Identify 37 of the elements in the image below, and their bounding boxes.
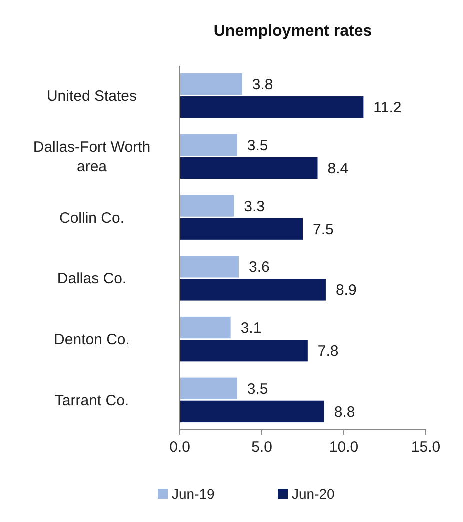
y-tick-label: Dallas-Fort Worth area [33, 138, 151, 176]
data-label: 3.1 [240, 320, 262, 338]
legend-label: Jun-19 [172, 486, 216, 502]
y-tick-label: Dallas Co. [57, 270, 127, 288]
data-label: 7.5 [313, 221, 334, 238]
x-tick-label: 5.0 [252, 439, 272, 456]
bar [180, 400, 324, 423]
bar [180, 96, 364, 118]
bar [180, 279, 326, 301]
y-tick-label: Tarrant Co. [54, 392, 130, 410]
data-label: 8.4 [328, 160, 349, 178]
bar [180, 378, 238, 400]
legend-label: Jun-20 [292, 486, 336, 502]
chart-title: Unemployment rates [214, 23, 372, 40]
data-label: 8.8 [334, 404, 356, 421]
x-tick-label: 0.0 [170, 439, 190, 456]
bar [180, 157, 318, 180]
data-label: 3.6 [249, 259, 270, 276]
bar [180, 340, 308, 362]
x-tick-label: 10.0 [329, 439, 359, 456]
bar [180, 195, 234, 217]
bar [180, 73, 242, 96]
data-label: 3.3 [244, 198, 265, 216]
data-label: 8.9 [336, 282, 357, 300]
data-label: 11.2 [374, 100, 402, 117]
y-tick-label: Denton Co. [54, 332, 130, 349]
data-label: 3.5 [247, 137, 268, 154]
data-label: 3.8 [252, 76, 274, 94]
bar [180, 134, 238, 156]
y-tick-label: United States [46, 88, 138, 106]
bar [180, 316, 231, 339]
y-tick-label: Collin Co. [59, 210, 125, 227]
x-tick-label: 15.0 [411, 439, 441, 456]
bar [180, 256, 240, 278]
data-label: 3.5 [247, 380, 268, 398]
bar [180, 218, 303, 240]
data-label: 7.8 [318, 343, 339, 360]
